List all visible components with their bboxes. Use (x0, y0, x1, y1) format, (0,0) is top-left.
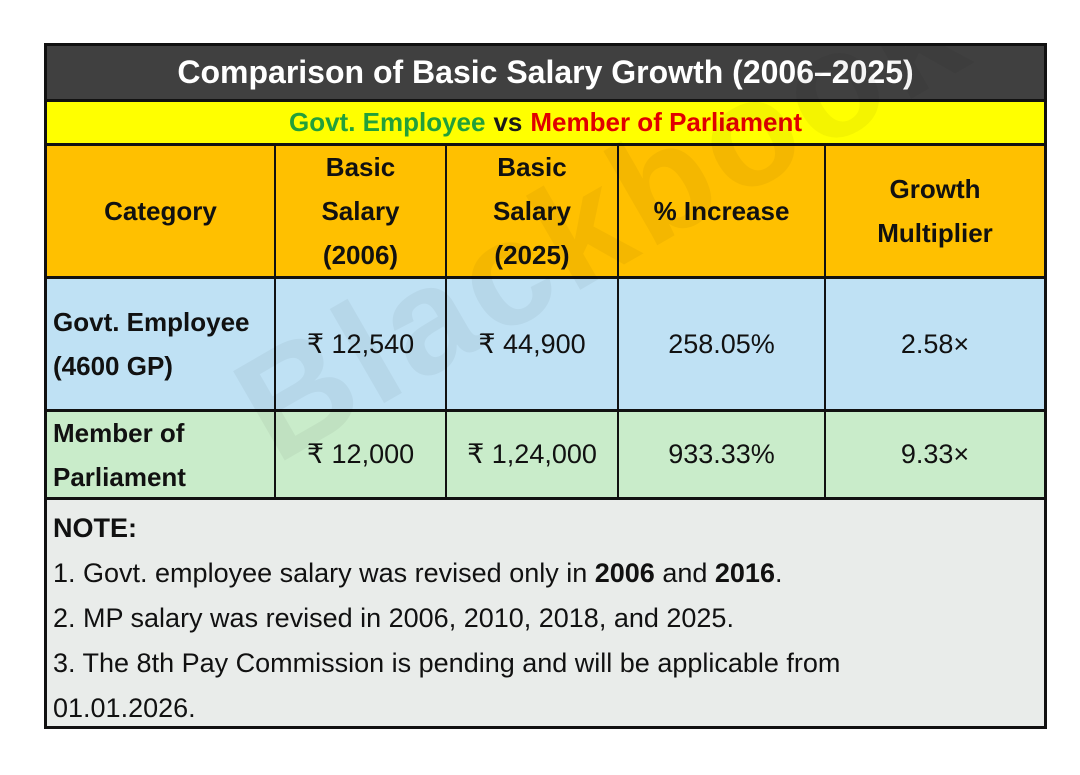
header-category: Category (47, 146, 276, 276)
row-basic-salary-2025: ₹ 44,900 (447, 279, 619, 409)
table-title: Comparison of Basic Salary Growth (2006–… (47, 46, 1044, 102)
row-category: Member of Parliament (47, 412, 276, 497)
notes-heading: NOTE: (53, 513, 137, 543)
note-line-2: 2. MP salary was revised in 2006, 2010, … (53, 603, 734, 633)
note-line-3: 3. The 8th Pay Commission is pending and… (53, 648, 841, 678)
header-growth-multiplier: Growth Multiplier (877, 174, 993, 248)
table-header-row: Category Basic Salary (2006) Basic Salar… (47, 146, 1044, 279)
note-line-1: 1. Govt. employee salary was revised onl… (53, 558, 783, 588)
subtitle-member-of-parliament: Member of Parliament (530, 107, 803, 137)
subtitle-vs: vs (493, 107, 523, 137)
table-row: Govt. Employee (4600 GP) ₹ 12,540 ₹ 44,9… (47, 279, 1044, 412)
header-percent-increase: % Increase (619, 146, 826, 276)
row-percent-increase: 258.05% (619, 279, 826, 409)
header-basic-salary-2025: Basic Salary (2025) (447, 146, 619, 276)
table-subtitle: Govt. Employee vs Member of Parliament (47, 102, 1044, 146)
row-growth-multiplier: 9.33× (900, 439, 970, 469)
row-basic-salary-2025: ₹ 1,24,000 (447, 412, 619, 497)
note-line-3-continued: 01.01.2026. (53, 693, 196, 723)
header-basic-salary-2006: Basic Salary (2006) (276, 146, 447, 276)
comparison-table-card: Comparison of Basic Salary Growth (2006–… (44, 43, 1047, 729)
subtitle-govt-employee: Govt. Employee (288, 107, 486, 137)
row-growth-multiplier: 2.58× (900, 328, 970, 359)
row-percent-increase: 933.33% (619, 412, 826, 497)
table-row: Member of Parliament ₹ 12,000 ₹ 1,24,000… (47, 412, 1044, 500)
row-basic-salary-2006: ₹ 12,000 (276, 412, 447, 497)
row-category: Govt. Employee (4600 GP) (47, 279, 276, 409)
row-basic-salary-2006: ₹ 12,540 (276, 279, 447, 409)
notes-section: NOTE: 1. Govt. employee salary was revis… (47, 500, 1044, 726)
